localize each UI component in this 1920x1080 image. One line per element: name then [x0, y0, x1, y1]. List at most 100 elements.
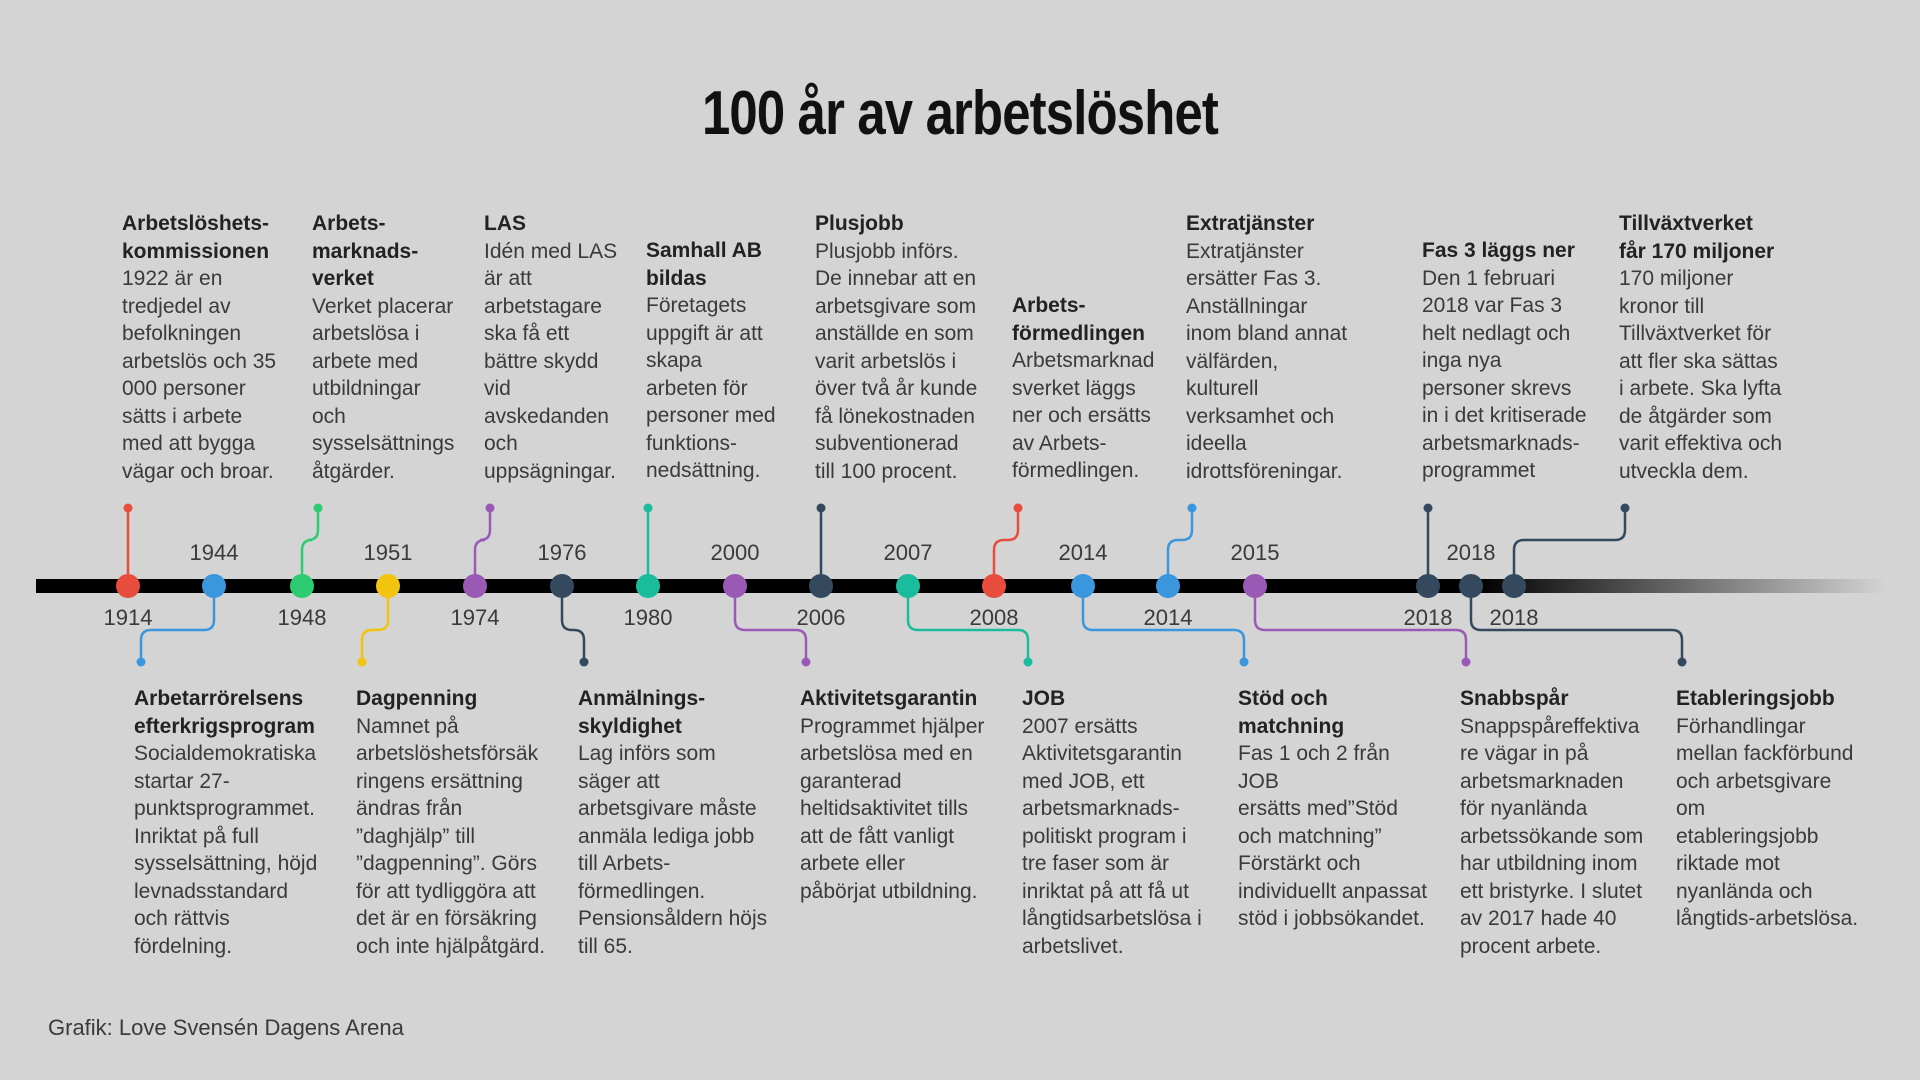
event-description: Verket placerar arbetslösa i arbete med … [312, 294, 455, 483]
event-heading: LAS [484, 212, 526, 235]
event-heading: Fas 3 läggs ner [1422, 239, 1575, 262]
event-heading: JOB [1022, 687, 1066, 710]
event-block: Aktivitetsgarantin Programmet hjälper arb… [800, 685, 990, 905]
event-connector [733, 586, 808, 662]
event-connector [473, 508, 492, 586]
event-connector [1081, 586, 1246, 662]
event-connector [1469, 586, 1684, 662]
event-connector [139, 586, 216, 662]
event-heading: Anmälnings- skyldighet [578, 687, 706, 738]
event-tip [136, 657, 146, 667]
event-description: 1922 är en tredjedel av befolkningen arb… [122, 267, 277, 483]
event-year: 1980 [623, 605, 673, 630]
event-block: Fas 3 läggs ner Den 1 februari 2018 var F… [1422, 237, 1612, 485]
event-dot [1071, 574, 1095, 598]
event-block: Dagpenning Namnet på arbetslöshetsförsäk … [356, 685, 546, 960]
event-dot [290, 574, 314, 598]
event-block: Extratjänster Extratjänster ersätter Fas … [1186, 210, 1376, 485]
event-description: Företagets uppgift är att skapa arbeten … [646, 294, 776, 482]
event-heading: Tillväxtverket får 170 miljoner [1619, 212, 1775, 263]
event-dot [723, 574, 747, 598]
event-year: 2018 [1489, 605, 1539, 630]
event-tip [1423, 503, 1433, 513]
event-tip [1023, 657, 1033, 667]
event-tip [1620, 503, 1630, 513]
event-tip [816, 503, 826, 513]
event-connector [1166, 508, 1194, 586]
event-heading: Arbetslöshets- kommissionen [122, 212, 270, 263]
event-year: 1976 [537, 540, 587, 565]
event-connector [1253, 586, 1468, 662]
event-description: Fas 1 och 2 från JOB ersätts med”Stöd oc… [1238, 742, 1428, 930]
event-year: 2014 [1143, 605, 1193, 630]
event-tip [1461, 657, 1471, 667]
event-dot [202, 574, 226, 598]
event-dot [376, 574, 400, 598]
event-connector [360, 586, 390, 662]
event-tip [1013, 503, 1023, 513]
event-year: 1948 [277, 605, 327, 630]
event-dot [1502, 574, 1526, 598]
event-year: 2007 [883, 540, 933, 565]
event-heading: Arbets- förmedlingen [1012, 294, 1146, 345]
event-description: Arbetsmarknad sverket läggs ner och ersä… [1012, 349, 1155, 482]
event-description: Idén med LAS är att arbetstagare ska få … [484, 239, 618, 483]
event-tip [579, 657, 589, 667]
event-dot [116, 574, 140, 598]
event-heading: Arbetarrörelsens efterkrigsprogram [134, 687, 315, 738]
event-tip [357, 657, 367, 667]
event-block: Arbetarrörelsens efterkrigsprogram Social… [134, 685, 324, 960]
event-heading: Samhall AB bildas [646, 239, 762, 290]
event-year: 1914 [103, 605, 153, 630]
page-title: 100 år av arbetslöshet [701, 79, 1219, 148]
event-dot [1243, 574, 1267, 598]
event-year: 2018 [1403, 605, 1453, 630]
event-tip [643, 503, 653, 513]
event-description: Lag införs som säger att arbetsgivare må… [578, 742, 768, 958]
event-block: Arbets- förmedlingen Arbetsmarknad sverke… [1012, 292, 1202, 485]
event-description: Socialdemokratiska startar 27- punktspro… [134, 742, 318, 958]
event-description: Extratjänster ersätter Fas 3. Anställnin… [1186, 239, 1348, 483]
event-dot [1416, 574, 1440, 598]
event-connector [992, 508, 1020, 586]
event-block: LAS Idén med LAS är att arbetstagare ska … [484, 210, 674, 485]
event-year: 1974 [450, 605, 500, 630]
event-tip [485, 503, 495, 513]
event-block: Tillväxtverket får 170 miljoner 170 miljo… [1619, 210, 1809, 485]
event-tip [1239, 657, 1249, 667]
event-tip [1677, 657, 1687, 667]
event-year: 2018 [1446, 540, 1496, 565]
event-connector [1512, 508, 1627, 586]
event-block: Arbetslöshets- kommissionen 1922 är en tr… [122, 210, 312, 485]
event-dot [463, 574, 487, 598]
event-heading: Plusjobb [815, 212, 904, 235]
event-heading: Arbets- marknads- verket [312, 212, 419, 290]
event-dot [1459, 574, 1483, 598]
event-block: Samhall AB bildas Företagets uppgift är a… [646, 237, 836, 485]
event-dot [896, 574, 920, 598]
event-year: 2014 [1058, 540, 1108, 565]
event-heading: Extratjänster [1186, 212, 1315, 235]
event-description: 170 miljoner kronor till Tillväxtverket … [1619, 267, 1783, 483]
event-year: 2006 [796, 605, 846, 630]
event-description: Den 1 februari 2018 var Fas 3 helt nedla… [1422, 266, 1587, 483]
event-description: Namnet på arbetslöshetsförsäk ringens er… [356, 714, 546, 958]
event-year: 2008 [969, 605, 1019, 630]
event-year: 2000 [710, 540, 760, 565]
event-year: 2015 [1230, 540, 1280, 565]
event-heading: Dagpenning [356, 687, 478, 710]
event-block: Plusjobb Plusjobb införs. De innebar att … [815, 210, 1005, 485]
event-dot [636, 574, 660, 598]
event-connector [300, 508, 320, 586]
event-description: 2007 ersätts Aktivitetsgarantin med JOB,… [1022, 714, 1202, 958]
event-dot [1156, 574, 1180, 598]
event-block: Stöd och matchning Fas 1 och 2 från JOB e… [1238, 685, 1428, 933]
event-heading: Snabbspår [1460, 687, 1569, 710]
event-connector [560, 586, 586, 662]
event-dot [809, 574, 833, 598]
event-heading: Aktivitetsgarantin [800, 687, 978, 710]
event-block: Anmälnings- skyldighet Lag införs som säg… [578, 685, 768, 960]
event-block: Arbets- marknads- verket Verket placerar … [312, 210, 502, 485]
